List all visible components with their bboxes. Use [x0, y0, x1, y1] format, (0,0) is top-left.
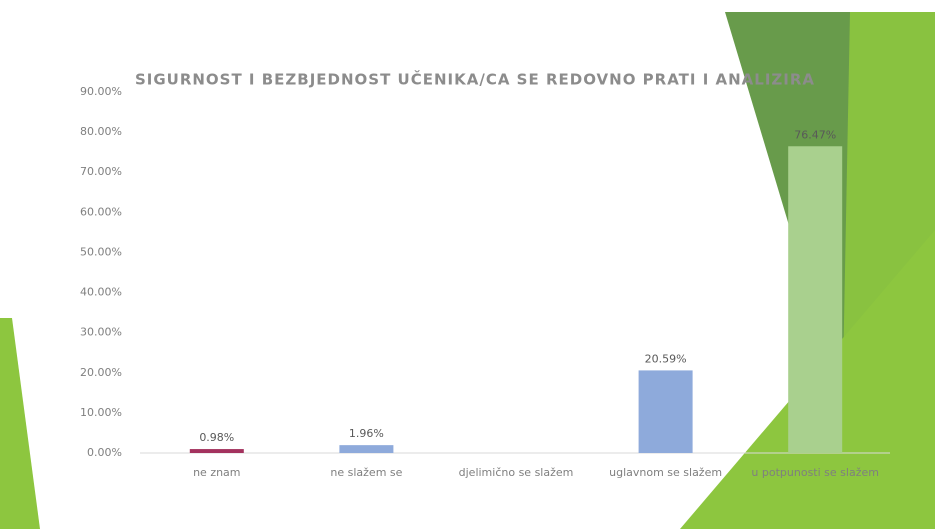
value-label: 0.98%	[199, 431, 234, 444]
y-tick-label: 10.00%	[80, 406, 122, 419]
bar	[788, 146, 842, 453]
y-tick-label: 90.00%	[80, 85, 122, 98]
y-tick-label: 20.00%	[80, 366, 122, 379]
x-tick-label: ne znam	[193, 466, 240, 479]
y-tick-label: 40.00%	[80, 286, 122, 299]
y-tick-label: 80.00%	[80, 125, 122, 138]
x-tick-label: uglavnom se slažem	[609, 466, 722, 479]
bar	[639, 370, 693, 453]
y-tick-label: 0.00%	[87, 446, 122, 459]
x-tick-label: djelimično se slažem	[459, 466, 574, 479]
value-label: 76.47%	[794, 128, 836, 141]
y-tick-label: 60.00%	[80, 205, 122, 218]
value-label: 20.59%	[645, 352, 687, 365]
y-tick-label: 50.00%	[80, 245, 122, 258]
y-tick-label: 70.00%	[80, 165, 122, 178]
chart-title: SIGURNOST I BEZBJEDNOST UČENIKA/CA SE RE…	[135, 70, 815, 89]
chart: SIGURNOST I BEZBJEDNOST UČENIKA/CA SE RE…	[0, 0, 935, 529]
x-tick-label: u potpunosti se slažem	[751, 466, 879, 479]
value-label: 1.96%	[349, 427, 384, 440]
bar	[190, 449, 244, 453]
bar	[339, 445, 393, 453]
x-tick-label: ne slažem se	[330, 466, 402, 479]
y-tick-label: 30.00%	[80, 326, 122, 339]
